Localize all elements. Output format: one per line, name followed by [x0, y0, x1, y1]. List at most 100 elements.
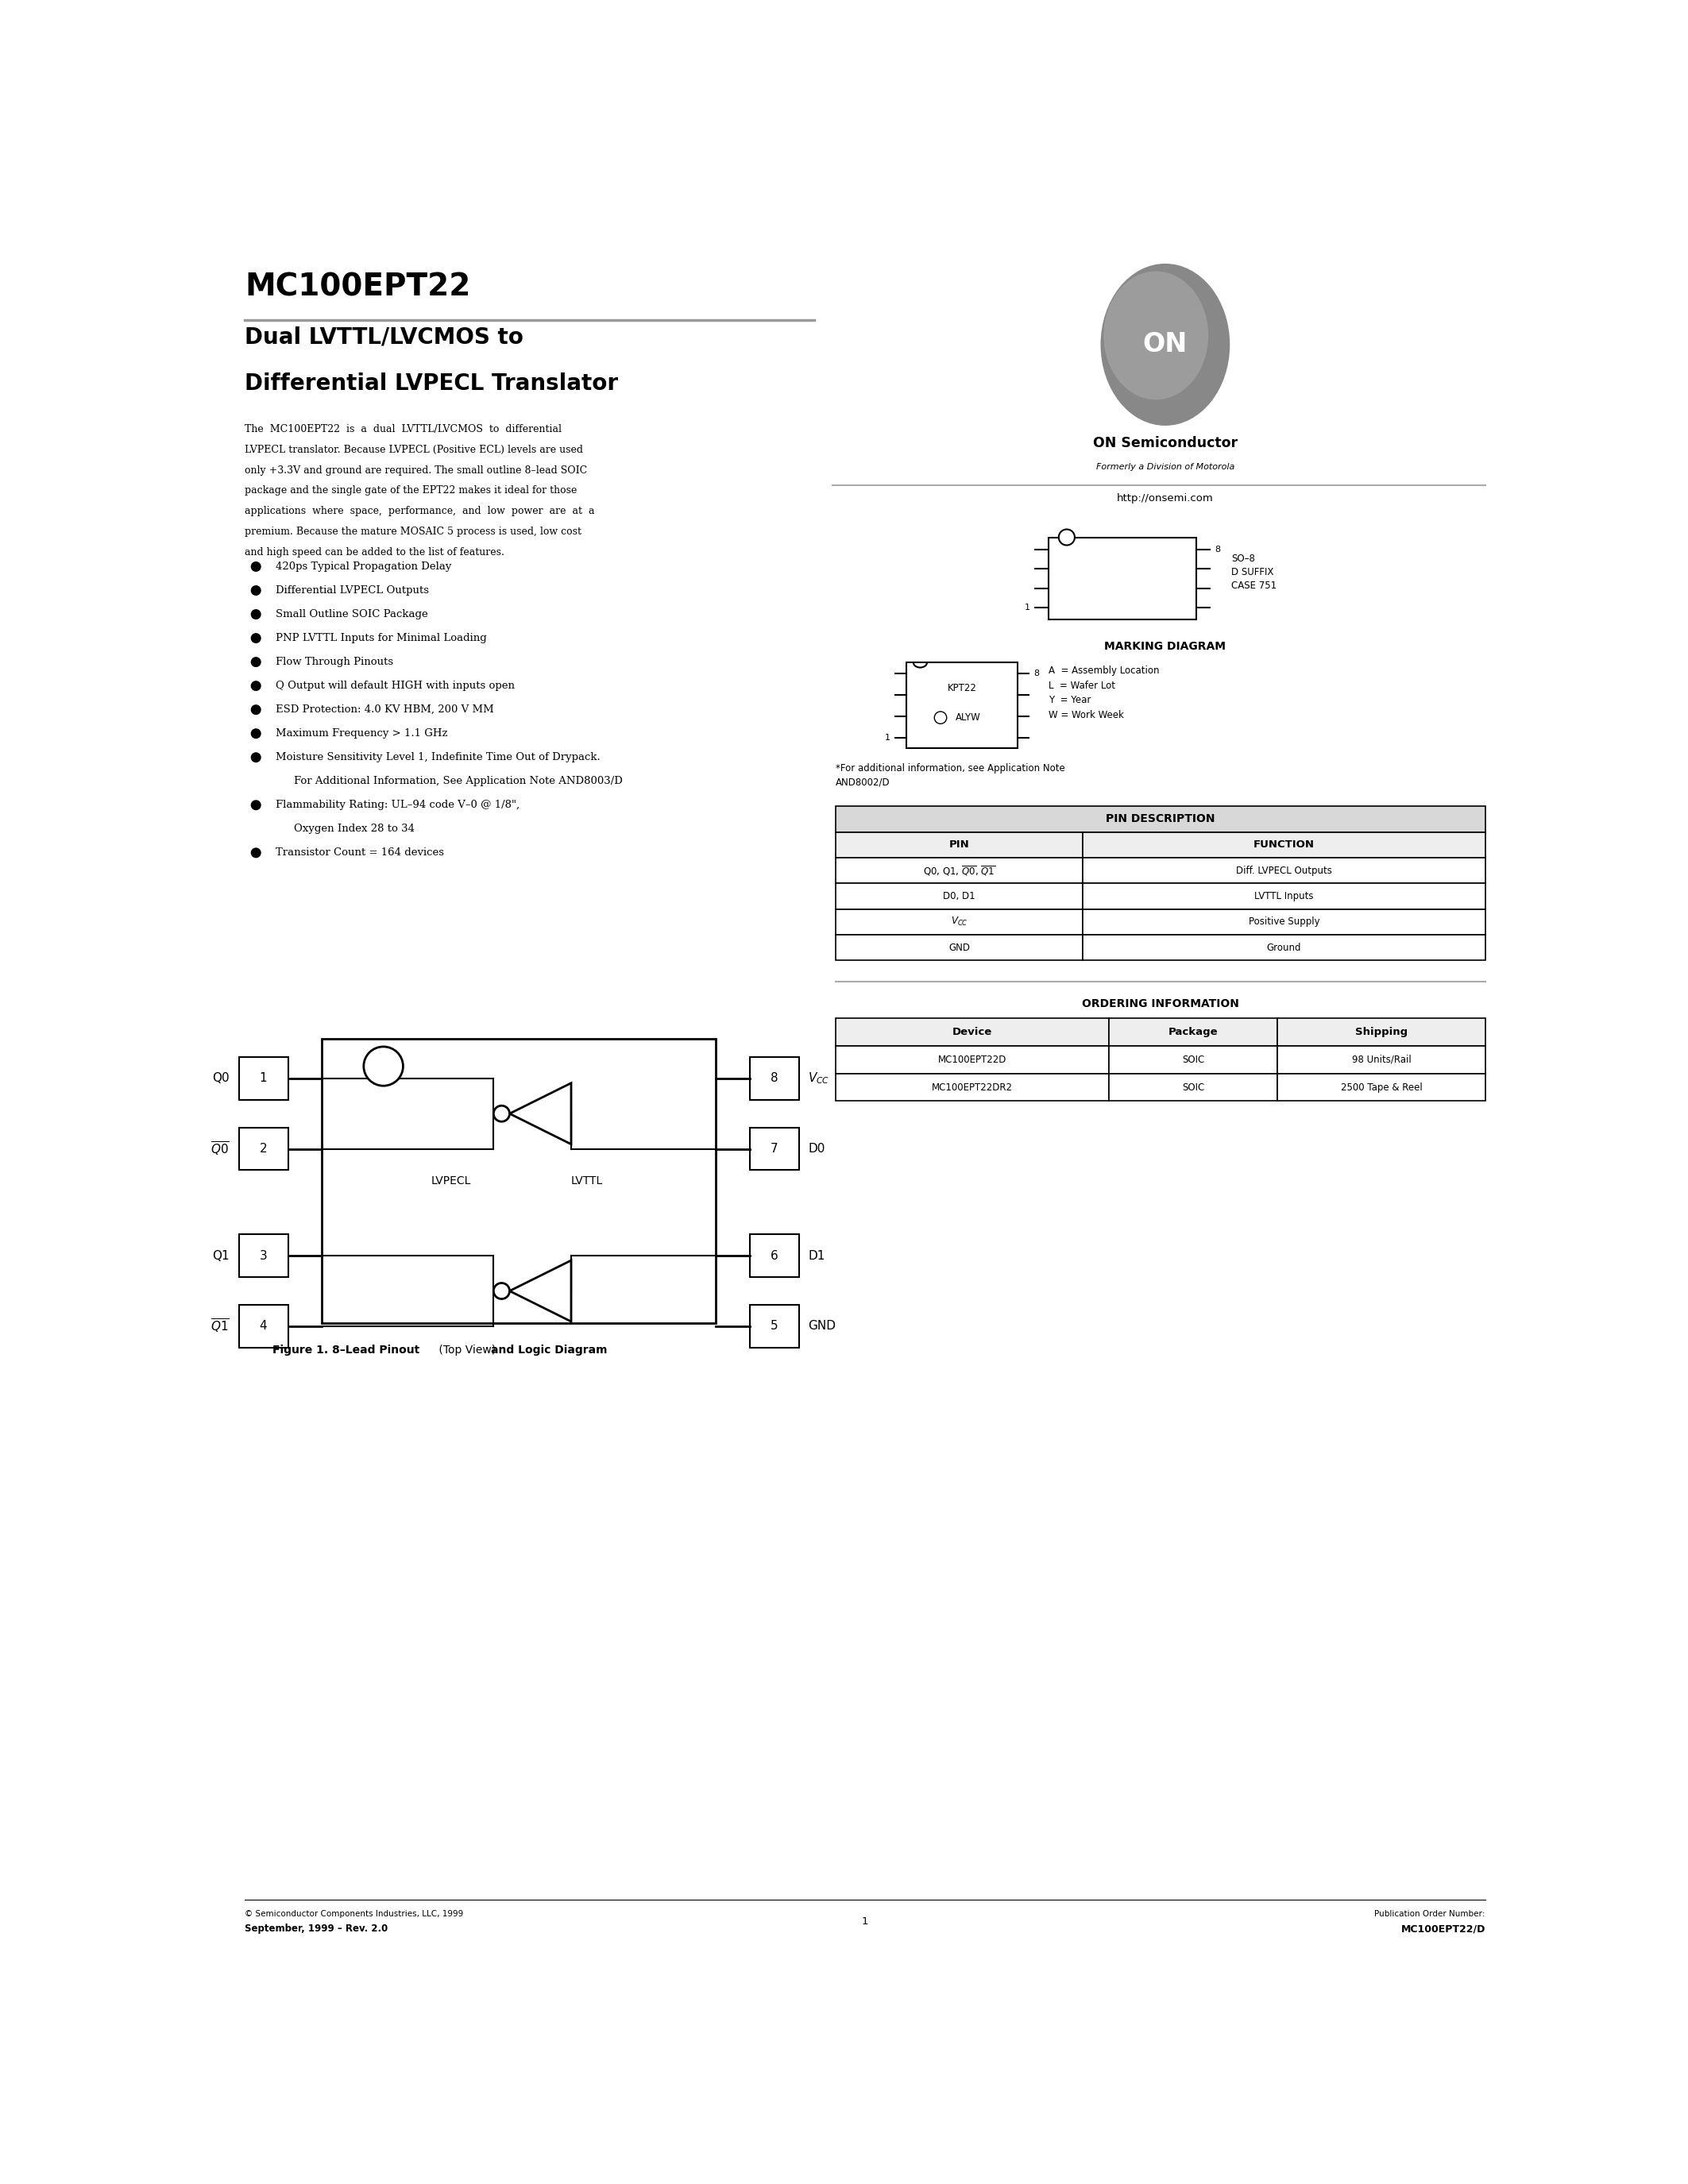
Text: Diff. LVPECL Outputs: Diff. LVPECL Outputs	[1236, 865, 1332, 876]
Text: Dual LVTTL/LVCMOS to: Dual LVTTL/LVCMOS to	[245, 325, 523, 349]
Text: 8: 8	[1214, 546, 1220, 553]
Circle shape	[1058, 529, 1075, 546]
Circle shape	[935, 712, 947, 723]
Text: Differential LVPECL Translator: Differential LVPECL Translator	[245, 371, 618, 395]
Text: 4: 4	[260, 1319, 267, 1332]
Bar	[1082, 832, 1485, 858]
Bar	[1082, 909, 1485, 935]
Text: 6: 6	[770, 1249, 778, 1262]
Text: http://onsemi.com: http://onsemi.com	[1117, 494, 1214, 505]
Text: KPT22: KPT22	[947, 684, 977, 695]
Text: only +3.3V and ground are required. The small outline 8–lead SOIC: only +3.3V and ground are required. The …	[245, 465, 587, 476]
Text: 3: 3	[260, 1249, 267, 1262]
Text: Flammability Rating: UL–94 code V–0 @ 1/8",: Flammability Rating: UL–94 code V–0 @ 1/…	[275, 799, 520, 810]
Bar	[749, 1304, 798, 1348]
Circle shape	[252, 681, 260, 690]
Bar	[1048, 537, 1197, 620]
Text: ON: ON	[1143, 332, 1188, 358]
Text: ESD Protection: 4.0 KV HBM, 200 V MM: ESD Protection: 4.0 KV HBM, 200 V MM	[275, 705, 495, 714]
Bar	[749, 1057, 798, 1101]
Text: package and the single gate of the EPT22 makes it ideal for those: package and the single gate of the EPT22…	[245, 485, 577, 496]
Bar	[1082, 882, 1485, 909]
Bar	[1082, 858, 1485, 882]
Bar	[749, 1234, 798, 1278]
Text: LVPECL: LVPECL	[430, 1175, 471, 1186]
Circle shape	[252, 609, 260, 618]
Text: Differential LVPECL Outputs: Differential LVPECL Outputs	[275, 585, 429, 596]
Text: SO–8
D SUFFIX
CASE 751: SO–8 D SUFFIX CASE 751	[1231, 555, 1276, 592]
Text: Positive Supply: Positive Supply	[1249, 917, 1320, 926]
Text: PIN: PIN	[949, 839, 969, 850]
Circle shape	[363, 1046, 403, 1085]
Text: ORDERING INFORMATION: ORDERING INFORMATION	[1082, 998, 1239, 1009]
Bar	[836, 1018, 1109, 1046]
Bar	[1278, 1018, 1485, 1046]
Bar	[836, 909, 1082, 935]
Text: and high speed can be added to the list of features.: and high speed can be added to the list …	[245, 546, 505, 557]
Text: Oxygen Index 28 to 34: Oxygen Index 28 to 34	[294, 823, 415, 834]
Text: 7: 7	[770, 1142, 778, 1155]
Bar	[322, 1040, 716, 1324]
Circle shape	[252, 729, 260, 738]
Text: PNP LVTTL Inputs for Minimal Loading: PNP LVTTL Inputs for Minimal Loading	[275, 633, 486, 644]
Text: D1: D1	[809, 1249, 825, 1262]
Circle shape	[252, 847, 260, 858]
Text: LVTTL: LVTTL	[571, 1175, 603, 1186]
Polygon shape	[510, 1260, 571, 1321]
Text: D0, D1: D0, D1	[944, 891, 976, 902]
Text: © Semiconductor Components Industries, LLC, 1999: © Semiconductor Components Industries, L…	[245, 1911, 464, 1918]
Text: Figure 1. 8–Lead Pinout: Figure 1. 8–Lead Pinout	[272, 1345, 420, 1356]
Text: GND: GND	[809, 1319, 836, 1332]
Circle shape	[252, 657, 260, 666]
Text: 2500 Tape & Reel: 2500 Tape & Reel	[1340, 1081, 1423, 1092]
Bar	[836, 832, 1082, 858]
Text: ALYW: ALYW	[955, 712, 981, 723]
Circle shape	[493, 1282, 510, 1299]
Text: MC100EPT22D: MC100EPT22D	[939, 1055, 1006, 1066]
Text: 98 Units/Rail: 98 Units/Rail	[1352, 1055, 1411, 1066]
Circle shape	[252, 561, 260, 572]
Text: LVPECL translator. Because LVPECL (Positive ECL) levels are used: LVPECL translator. Because LVPECL (Posit…	[245, 446, 584, 454]
Text: Maximum Frequency > 1.1 GHz: Maximum Frequency > 1.1 GHz	[275, 729, 447, 738]
Bar	[836, 806, 1485, 832]
Text: 8: 8	[1033, 670, 1040, 677]
Text: applications  where  space,  performance,  and  low  power  are  at  a: applications where space, performance, a…	[245, 507, 594, 515]
Text: For Additional Information, See Application Note AND8003/D: For Additional Information, See Applicat…	[294, 775, 623, 786]
Text: Moisture Sensitivity Level 1, Indefinite Time Out of Drypack.: Moisture Sensitivity Level 1, Indefinite…	[275, 751, 601, 762]
Text: FUNCTION: FUNCTION	[1254, 839, 1315, 850]
Polygon shape	[510, 1083, 571, 1144]
Text: ON Semiconductor: ON Semiconductor	[1092, 437, 1237, 450]
Bar	[749, 1127, 798, 1171]
Bar	[906, 662, 1018, 749]
Ellipse shape	[1101, 264, 1231, 426]
Text: and Logic Diagram: and Logic Diagram	[491, 1345, 608, 1356]
Bar	[836, 858, 1082, 882]
Text: $\overline{Q1}$: $\overline{Q1}$	[211, 1317, 230, 1334]
Bar	[1278, 1046, 1485, 1075]
Circle shape	[252, 705, 260, 714]
Text: D0: D0	[809, 1142, 825, 1155]
Circle shape	[493, 1105, 510, 1123]
Bar	[238, 1304, 289, 1348]
Text: MC100EPT22: MC100EPT22	[245, 271, 471, 301]
Text: Q Output will default HIGH with inputs open: Q Output will default HIGH with inputs o…	[275, 681, 515, 690]
Text: SOIC: SOIC	[1182, 1081, 1204, 1092]
Text: *For additional information, see Application Note
AND8002/D: *For additional information, see Applica…	[836, 764, 1065, 788]
Bar	[1109, 1075, 1278, 1101]
Text: 420ps Typical Propagation Delay: 420ps Typical Propagation Delay	[275, 561, 451, 572]
Circle shape	[252, 585, 260, 594]
Text: MC100EPT22/D: MC100EPT22/D	[1401, 1924, 1485, 1933]
Text: MARKING DIAGRAM: MARKING DIAGRAM	[1104, 642, 1225, 653]
Text: A  = Assembly Location
L  = Wafer Lot
Y  = Year
W = Work Week: A = Assembly Location L = Wafer Lot Y = …	[1048, 666, 1160, 721]
Text: Shipping: Shipping	[1355, 1026, 1408, 1037]
Text: (Top View): (Top View)	[436, 1345, 500, 1356]
Bar	[238, 1057, 289, 1101]
Bar	[836, 882, 1082, 909]
Text: Q0: Q0	[213, 1072, 230, 1085]
Text: Q0, Q1, $\overline{Q0}$, $\overline{Q1}$: Q0, Q1, $\overline{Q0}$, $\overline{Q1}$	[923, 865, 996, 878]
Text: SOIC: SOIC	[1182, 1055, 1204, 1066]
Text: 1: 1	[885, 734, 891, 743]
Text: PIN DESCRIPTION: PIN DESCRIPTION	[1106, 815, 1215, 826]
Bar	[1109, 1046, 1278, 1075]
Bar	[238, 1234, 289, 1278]
